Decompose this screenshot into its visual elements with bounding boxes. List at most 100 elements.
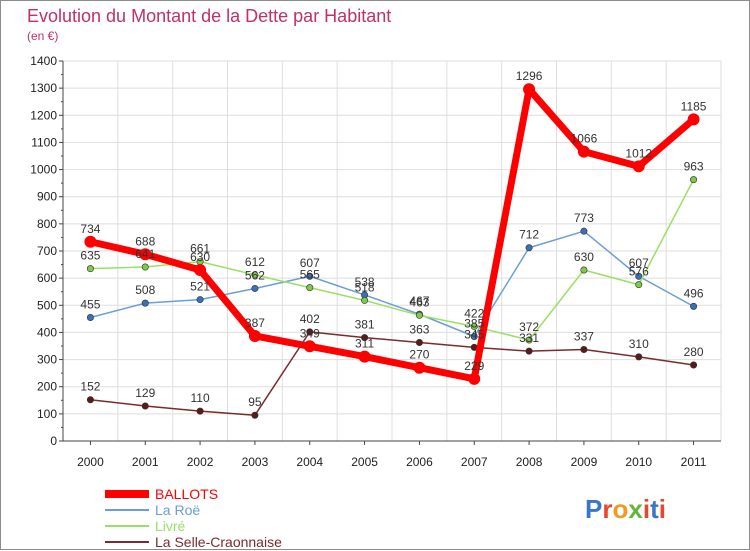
data-label-2: 963 — [684, 160, 704, 174]
legend-label-2: Livré — [155, 518, 186, 534]
data-label-0: 229 — [464, 359, 484, 373]
data-label-1: 455 — [80, 298, 100, 312]
data-label-0: 387 — [245, 316, 265, 330]
data-label-1: 508 — [135, 283, 155, 297]
x-tick-label: 2001 — [132, 455, 159, 469]
series-point-1 — [525, 244, 533, 252]
series-point-0 — [468, 372, 481, 385]
data-label-0: 270 — [409, 348, 429, 362]
chart-subtitle: (en €) — [27, 29, 58, 43]
series-point-3 — [86, 396, 94, 404]
series-point-2 — [415, 311, 423, 319]
series-point-1 — [251, 284, 259, 292]
series-point-0 — [523, 83, 536, 96]
data-label-1: 607 — [300, 256, 320, 270]
x-tick-label: 2007 — [461, 455, 488, 469]
logo-text: Proxiti — [585, 494, 666, 524]
data-label-1: 607 — [629, 256, 649, 270]
x-tick-label: 2009 — [571, 455, 598, 469]
legend-label-3: La Selle-Craonnaise — [155, 534, 282, 550]
y-tick-label: 1000 — [30, 163, 57, 177]
data-label-0: 734 — [80, 222, 100, 236]
series-point-0 — [139, 248, 152, 261]
y-tick-label: 200 — [37, 380, 57, 394]
data-label-2: 612 — [245, 255, 265, 269]
series-point-2 — [361, 296, 369, 304]
data-label-3: 152 — [80, 380, 100, 394]
data-label-0: 630 — [190, 250, 210, 264]
series-line-0 — [86, 85, 698, 383]
series-point-3 — [251, 411, 259, 419]
series-point-2 — [86, 265, 94, 273]
series-point-1 — [635, 272, 643, 280]
series-point-0 — [687, 113, 700, 126]
data-label-2: 630 — [574, 250, 594, 264]
series-point-2 — [306, 284, 314, 292]
x-tick-label: 2006 — [406, 455, 433, 469]
data-label-3: 280 — [684, 345, 704, 359]
data-label-1: 538 — [355, 275, 375, 289]
data-label-2: 518 — [355, 280, 375, 294]
series-point-0 — [194, 264, 207, 276]
data-label-2: 635 — [80, 249, 100, 263]
series-point-2 — [525, 336, 533, 344]
series-point-2 — [690, 176, 698, 184]
series-point-3 — [361, 334, 369, 342]
x-tick-label: 2004 — [296, 455, 323, 469]
x-tick-label: 2005 — [351, 455, 378, 469]
series-point-0 — [577, 145, 590, 158]
data-label-2: 641 — [135, 247, 155, 261]
series-point-1 — [141, 299, 149, 307]
data-label-3: 402 — [300, 312, 320, 326]
data-label-1: 712 — [519, 228, 539, 242]
series-point-3 — [580, 346, 588, 354]
series-line-2 — [89, 178, 695, 341]
series-point-1 — [470, 332, 478, 340]
series-point-3 — [306, 328, 314, 336]
y-tick-label: 1300 — [30, 81, 57, 95]
series-point-2 — [251, 271, 259, 279]
y-tick-label: 1200 — [30, 108, 57, 122]
series-point-3 — [635, 353, 643, 361]
series-point-2 — [580, 266, 588, 274]
y-tick-label: 400 — [37, 325, 57, 339]
legend-label-0: BALLOTS — [155, 486, 218, 502]
y-tick-label: 300 — [37, 353, 57, 367]
series-point-1 — [580, 227, 588, 235]
data-label-3: 129 — [135, 386, 155, 400]
data-label-3: 337 — [574, 330, 594, 344]
series-line-1 — [89, 230, 695, 338]
chart-title: Evolution du Montant de la Dette par Hab… — [27, 6, 391, 26]
series-point-0 — [84, 235, 97, 248]
x-tick-label: 2008 — [516, 455, 543, 469]
data-label-0: 688 — [135, 234, 155, 248]
x-tick-label: 2010 — [625, 455, 652, 469]
series-point-3 — [525, 347, 533, 355]
data-label-3: 310 — [629, 337, 649, 351]
data-label-0: 1012 — [625, 146, 652, 160]
series-point-1 — [306, 272, 314, 280]
series-point-3 — [690, 361, 698, 369]
data-label-3: 363 — [409, 322, 429, 336]
data-label-3: 381 — [355, 318, 375, 332]
proxiti-logo: Proxiti — [585, 494, 666, 524]
data-label-0: 1185 — [681, 99, 707, 113]
series-point-2 — [470, 322, 478, 330]
series-point-0 — [303, 340, 316, 353]
y-tick-label: 1400 — [30, 54, 57, 68]
y-tick-label: 900 — [37, 190, 57, 204]
series-point-3 — [141, 402, 149, 410]
series-point-1 — [690, 302, 698, 310]
series-point-3 — [196, 407, 204, 415]
data-label-1: 467 — [409, 294, 429, 308]
data-label-2: 372 — [519, 320, 539, 334]
series-point-2 — [141, 263, 149, 271]
y-tick-label: 500 — [37, 298, 57, 312]
y-tick-label: 800 — [37, 217, 57, 231]
data-label-1: 562 — [245, 268, 265, 282]
data-label-0: 1066 — [571, 132, 598, 146]
series-point-0 — [248, 329, 261, 342]
